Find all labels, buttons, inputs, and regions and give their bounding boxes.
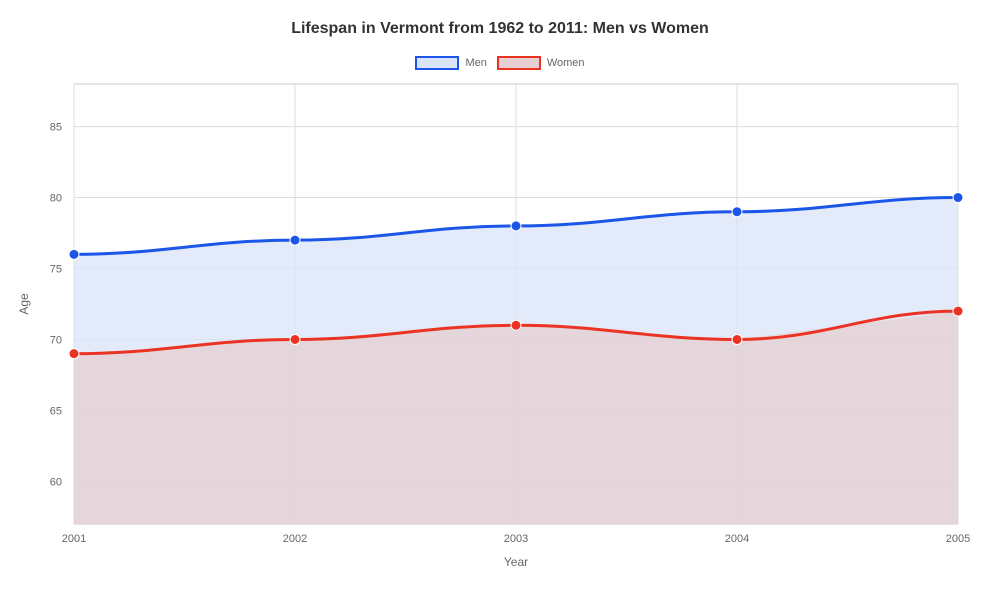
svg-text:2001: 2001 <box>62 533 86 545</box>
legend-swatch-women <box>497 56 541 70</box>
svg-text:2005: 2005 <box>946 533 970 545</box>
legend-item-women: Women <box>497 56 585 70</box>
svg-text:65: 65 <box>50 405 62 417</box>
svg-text:80: 80 <box>50 193 62 205</box>
chart-title: Lifespan in Vermont from 1962 to 2011: M… <box>0 0 1000 38</box>
legend-item-men: Men <box>415 56 486 70</box>
legend-label-women: Women <box>547 57 585 69</box>
svg-text:2003: 2003 <box>504 533 528 545</box>
svg-text:Age: Age <box>17 293 31 315</box>
legend-label-men: Men <box>465 57 486 69</box>
svg-text:60: 60 <box>50 476 62 488</box>
svg-text:70: 70 <box>50 334 62 346</box>
legend: Men Women <box>0 56 1000 70</box>
legend-swatch-men <box>415 56 459 70</box>
svg-text:Year: Year <box>504 555 528 569</box>
svg-text:85: 85 <box>50 122 62 134</box>
svg-text:2002: 2002 <box>283 533 307 545</box>
svg-text:2004: 2004 <box>725 533 749 545</box>
chart-container: Lifespan in Vermont from 1962 to 2011: M… <box>0 0 1000 600</box>
chart-svg: 60 65 70 75 80 85 2001 2002 2003 2004 2005 Age Year <box>0 70 1000 580</box>
svg-text:75: 75 <box>50 264 62 276</box>
